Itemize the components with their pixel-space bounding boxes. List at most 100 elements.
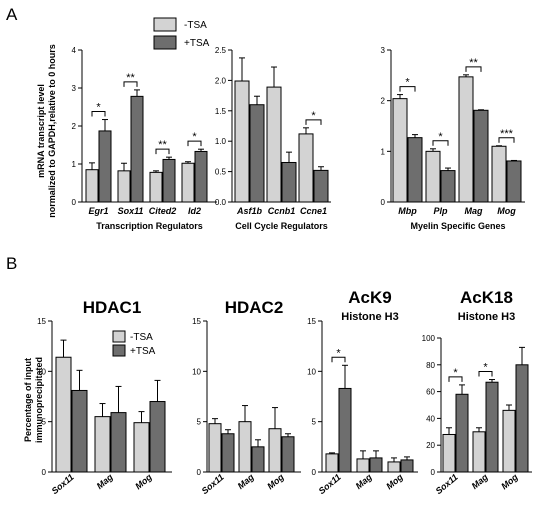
bar: [298, 133, 314, 203]
bar: [133, 422, 150, 473]
bar: [472, 431, 486, 473]
bar: [85, 169, 99, 203]
significance-bracket: [478, 371, 493, 377]
bar: [268, 428, 282, 473]
category-label: Mog: [133, 472, 154, 492]
category-label: Egr1: [88, 206, 108, 216]
chart-5: 0 5 10 15 Sox11 Mag Mog HDAC2: [192, 298, 301, 496]
y-tick-label: 5: [312, 418, 317, 427]
bar: [506, 160, 522, 203]
significance-label: **: [469, 57, 478, 69]
y-tick-label: 10: [37, 367, 46, 376]
category-label: Mag: [236, 472, 257, 492]
bar: [71, 389, 88, 473]
bar: [234, 80, 250, 203]
significance-label: *: [405, 77, 410, 89]
panel-a-ylabel-line-2: normalized to GAPDH,relative to 0 hours: [47, 44, 57, 218]
bar: [473, 109, 489, 203]
y-tick-label: 1: [72, 160, 77, 169]
panel-b-ylabel-line-2: immunoprecipitated: [34, 357, 44, 443]
category-label: Cited2: [149, 206, 177, 216]
legend-b-label-plus: +TSA: [130, 346, 156, 357]
y-tick-label: 0: [197, 468, 202, 477]
y-tick-label: 1.0: [215, 137, 227, 146]
y-tick-label: 2: [72, 122, 77, 131]
bar: [208, 423, 222, 473]
chart-title: AcK9: [348, 288, 391, 307]
category-label: Mag: [470, 472, 491, 492]
y-tick-label: 10: [192, 367, 201, 376]
y-tick-label: 0: [72, 198, 77, 207]
y-tick-label: 60: [426, 388, 435, 397]
y-tick-label: 2.5: [215, 46, 227, 55]
significance-label: *: [311, 110, 316, 122]
y-tick-label: 5: [42, 418, 47, 427]
category-label: Mag: [95, 472, 116, 492]
panel-b-ylabel-line-1: Percentage of input: [23, 358, 33, 442]
legend-b-label-minus: -TSA: [130, 332, 153, 343]
significance-bracket: [399, 86, 416, 92]
category-label: Sox11: [200, 472, 226, 496]
bar: [458, 76, 474, 203]
y-tick-label: 0: [42, 468, 47, 477]
x-axis-label: Transcription Regulators: [96, 221, 203, 231]
panel-a-letter: A: [6, 5, 18, 24]
significance-bracket: [432, 140, 449, 146]
chart-title: HDAC2: [225, 298, 284, 317]
bar: [238, 421, 252, 473]
significance-label: *: [453, 367, 458, 379]
y-tick-label: 3: [72, 84, 77, 93]
bar: [313, 169, 329, 203]
significance-bracket: [465, 66, 482, 72]
y-tick-label: 0: [381, 198, 386, 207]
significance-label: *: [438, 131, 443, 143]
bar: [162, 158, 176, 203]
bar: [251, 446, 265, 473]
bar: [356, 458, 370, 473]
bar: [249, 104, 265, 203]
bar: [387, 461, 401, 473]
bar: [515, 364, 529, 473]
y-tick-label: 1: [381, 147, 386, 156]
significance-bracket: [123, 81, 138, 87]
bar: [149, 171, 163, 203]
bar: [266, 86, 282, 203]
panel-b-letter: B: [6, 254, 17, 273]
category-label: Sox11: [434, 472, 460, 496]
x-axis-label: Cell Cycle Regulators: [235, 221, 328, 231]
bar: [281, 436, 295, 473]
significance-bracket: [305, 119, 322, 125]
bar: [400, 459, 414, 473]
bar: [221, 433, 235, 473]
y-tick-label: 0.5: [215, 168, 227, 177]
category-label: Mag: [354, 472, 375, 492]
significance-label: ***: [500, 128, 514, 140]
bar: [130, 95, 144, 203]
y-tick-label: 15: [192, 317, 201, 326]
chart-6: 0 5 10 15 * Sox11 Mag Mog AcK9 Histone H3: [307, 288, 418, 496]
category-label: Ccnb1: [268, 206, 296, 216]
significance-bracket: [187, 140, 202, 147]
y-tick-label: 80: [426, 361, 435, 370]
bar: [407, 137, 423, 203]
y-tick-label: 1.5: [215, 107, 227, 116]
legend-a: -TSA +TSA: [153, 17, 210, 50]
bar: [502, 409, 516, 473]
legend-a-swatch-plus: [153, 35, 177, 50]
bar: [98, 130, 112, 203]
chart-3: 0 1 2 3 * Mbp * Plp ** Mag *** Mog Myelin Specific G…: [381, 46, 525, 231]
y-tick-label: 100: [422, 334, 436, 343]
y-tick-label: 5: [197, 418, 202, 427]
y-tick-label: 4: [72, 46, 77, 55]
bar: [491, 145, 507, 203]
bar: [369, 457, 383, 473]
significance-label: *: [336, 347, 341, 359]
legend-a-label-plus: +TSA: [184, 38, 210, 49]
category-label: Sox11: [317, 472, 343, 496]
chart-4: 0 5 10 15 Sox11 Mag Mog HDAC1: [37, 298, 172, 496]
category-label: Mag: [465, 206, 484, 216]
significance-bracket: [91, 111, 106, 117]
bar: [149, 401, 166, 473]
category-label: Sox11: [118, 206, 144, 216]
